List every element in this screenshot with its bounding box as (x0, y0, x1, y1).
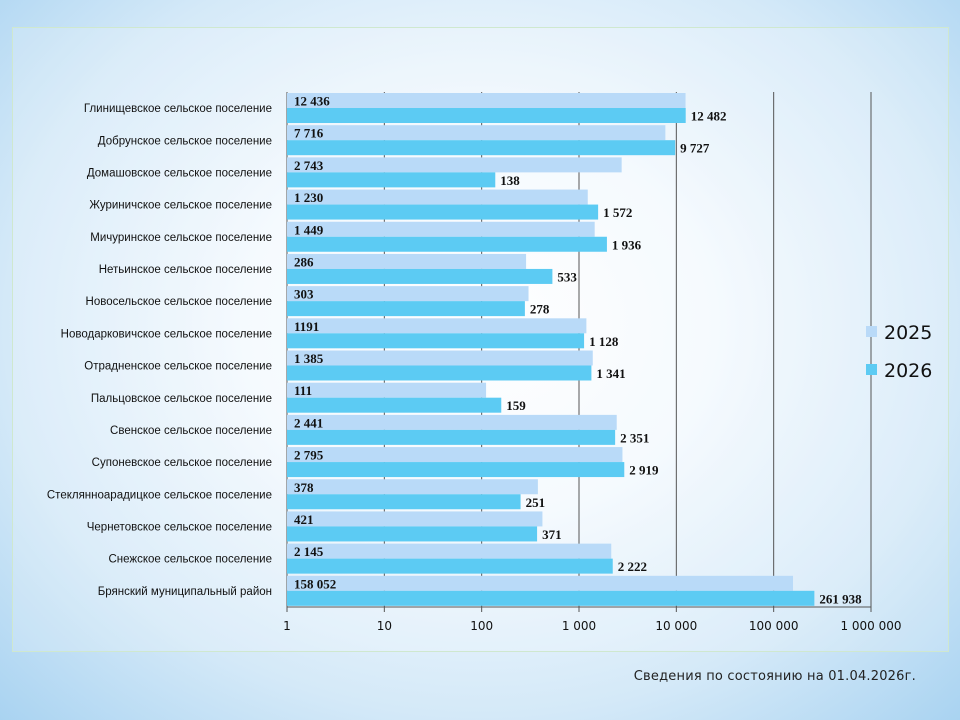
bar-2026 (287, 429, 616, 445)
data-label-2026: 1 341 (596, 366, 625, 381)
bar-2026 (287, 526, 538, 542)
bar-2025 (287, 286, 529, 302)
data-label-2025: 2 743 (294, 158, 324, 173)
bar-2026 (287, 397, 502, 413)
bar-2025 (287, 543, 612, 559)
bar-2026 (287, 590, 815, 606)
data-label-2026: 371 (542, 527, 562, 542)
data-label-2025: 1 449 (294, 222, 324, 237)
category-label: Отрадненское сельское поселение (84, 361, 272, 373)
category-label: Свенское сельское поселение (110, 425, 272, 437)
bar-2026 (287, 140, 676, 156)
bar-2026 (287, 204, 599, 220)
bar-2026 (287, 236, 607, 252)
category-label: Новосельское сельское поселение (86, 296, 272, 308)
data-label-2026: 2 919 (629, 463, 659, 478)
bar-2025 (287, 189, 588, 205)
x-tick-label: 1 (283, 619, 291, 633)
legend-label-2026: 2026 (884, 360, 932, 382)
data-label-2025: 1 385 (294, 351, 324, 366)
data-label-2025: 378 (294, 480, 314, 495)
bar-2025 (287, 414, 617, 430)
x-tick-label: 1 000 (562, 619, 596, 633)
category-label: Стеклянноарадицкое сельское поселение (47, 489, 272, 501)
bar-2025 (287, 221, 595, 237)
legend-label-2025: 2025 (884, 322, 932, 344)
data-label-2025: 1191 (294, 319, 319, 334)
data-label-2026: 251 (526, 495, 546, 510)
bar-2026 (287, 494, 521, 510)
bar-2025 (287, 125, 666, 141)
data-label-2025: 158 052 (294, 576, 336, 591)
data-label-2026: 2 222 (618, 559, 647, 574)
category-label: Снежское сельское поселение (108, 554, 272, 566)
bar-2025 (287, 253, 527, 269)
category-label: Глинищевское сельское поселение (84, 103, 272, 115)
x-tick-label: 1 000 000 (840, 619, 901, 633)
data-label-2025: 1 230 (294, 190, 323, 205)
data-label-2026: 1 936 (612, 237, 642, 252)
data-label-2025: 2 795 (294, 448, 324, 463)
bar-2025 (287, 511, 543, 527)
category-label: Домашовское сельское поселение (87, 167, 272, 179)
bar-2025 (287, 479, 538, 495)
category-label: Добрунское сельское поселение (98, 135, 272, 147)
x-tick-label: 100 (470, 619, 493, 633)
data-label-2025: 421 (294, 512, 314, 527)
data-label-2025: 7 716 (294, 126, 324, 141)
data-label-2026: 1 572 (603, 205, 632, 220)
data-label-2026: 1 128 (589, 334, 619, 349)
data-label-2026: 261 938 (819, 591, 862, 606)
data-label-2026: 12 482 (691, 109, 727, 124)
data-label-2026: 159 (506, 398, 526, 413)
bar-2026 (287, 333, 585, 349)
data-label-2025: 2 145 (294, 544, 324, 559)
bar-2026 (287, 365, 592, 381)
bar-2025 (287, 157, 622, 173)
x-tick-label: 100 000 (749, 619, 799, 633)
legend-swatch-2026 (866, 364, 877, 375)
data-label-2025: 2 441 (294, 415, 323, 430)
category-label: Пальцовское сельское поселение (91, 393, 272, 405)
bar-2025 (287, 350, 593, 366)
bar-2025 (287, 318, 587, 334)
data-label-2025: 286 (294, 254, 314, 269)
data-label-2026: 9 727 (680, 141, 710, 156)
category-label: Новодарковичское сельское поселение (61, 328, 272, 340)
x-tick-label: 10 (377, 619, 392, 633)
bar-2026 (287, 462, 625, 478)
data-label-2025: 12 436 (294, 94, 330, 109)
bar-2025 (287, 575, 794, 591)
footnote: Сведения по состоянию на 01.04.2026г. (633, 669, 916, 684)
bar-2026 (287, 108, 686, 123)
data-label-2026: 2 351 (620, 430, 649, 445)
x-tick-label: 10 000 (655, 619, 697, 633)
category-label: Чернетовское сельское поселение (87, 522, 272, 534)
bar-2026 (287, 558, 613, 574)
category-label: Журиничское сельское поселение (89, 200, 272, 212)
bar-2026 (287, 301, 525, 317)
category-label: Мичуринское сельское поселение (90, 232, 272, 244)
data-label-2026: 533 (557, 269, 577, 284)
category-label: Супоневское сельское поселение (92, 457, 272, 469)
bar-2026 (287, 172, 496, 188)
data-label-2026: 278 (530, 302, 550, 317)
bar-2026 (287, 268, 553, 284)
bar-2025 (287, 93, 686, 108)
data-label-2026: 138 (500, 173, 520, 188)
data-label-2025: 303 (294, 287, 314, 302)
category-label: Нетьинское сельское поселение (99, 264, 272, 276)
data-label-2025: 111 (294, 383, 312, 398)
bar-2025 (287, 447, 623, 463)
category-label: Брянский муниципальный район (98, 586, 272, 598)
legend-swatch-2025 (866, 326, 877, 337)
bar-2025 (287, 382, 487, 398)
